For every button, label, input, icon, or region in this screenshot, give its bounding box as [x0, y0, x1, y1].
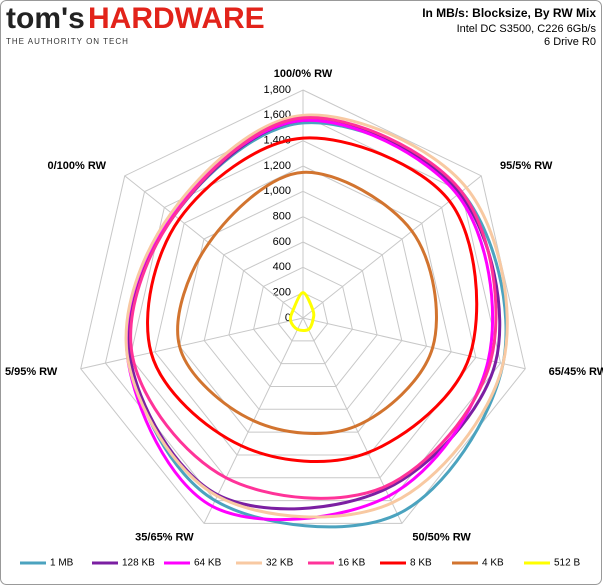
axis-label: 65/45% RW: [549, 366, 603, 378]
grid-ring: [104, 114, 502, 502]
logo-left: tom's: [6, 2, 85, 35]
y-tick-label: 1,800: [263, 84, 291, 96]
spoke: [302, 175, 482, 319]
y-tick-label: 1,000: [263, 185, 291, 197]
series-line: [124, 113, 509, 519]
y-tick-label: 1,200: [263, 160, 291, 172]
grid-ring: [203, 216, 403, 410]
y-tick-label: 800: [273, 211, 291, 223]
axis-label: 0/100% RW: [47, 160, 106, 172]
grid-ring: [154, 165, 452, 456]
spoke: [80, 317, 304, 370]
legend-label: 64 KB: [194, 558, 222, 569]
chart-subtitle: 6 Drive R0: [544, 36, 596, 48]
series-line: [288, 291, 316, 333]
y-tick-label: 600: [273, 236, 291, 248]
chart-subtitle: Intel DC S3500, C226 6Gb/s: [457, 23, 597, 35]
y-tick-label: 200: [273, 287, 291, 299]
axis-label: 100/0% RW: [274, 68, 333, 80]
legend-label: 8 KB: [410, 558, 432, 569]
legend-label: 1 MB: [50, 558, 74, 569]
axis-label: 50/50% RW: [412, 532, 471, 544]
series-line: [129, 116, 498, 500]
axis-label: 35/65% RW: [135, 532, 194, 544]
axis-label: 95/5% RW: [500, 160, 553, 172]
spoke: [124, 175, 304, 319]
y-tick-label: 0: [285, 312, 291, 324]
grid-ring: [228, 241, 378, 387]
legend-label: 512 B: [554, 558, 580, 569]
tagline: THE AUTHORITY ON TECH: [6, 37, 129, 46]
grid-ring: [253, 266, 353, 365]
grid-ring: [277, 292, 329, 342]
legend-label: 4 KB: [482, 558, 504, 569]
series-line: [176, 170, 438, 435]
legend-label: 16 KB: [338, 558, 366, 569]
axis-label: 5/95% RW: [5, 366, 58, 378]
y-tick-label: 400: [273, 261, 291, 273]
chart-title: In MB/s: Blocksize, By RW Mix: [422, 6, 596, 20]
grid-ring: [80, 89, 526, 524]
legend-label: 32 KB: [266, 558, 294, 569]
y-tick-label: 1,400: [263, 135, 291, 147]
series-line: [146, 136, 479, 464]
logo-right: HARDWARE: [88, 2, 265, 35]
legend-label: 128 KB: [122, 558, 155, 569]
